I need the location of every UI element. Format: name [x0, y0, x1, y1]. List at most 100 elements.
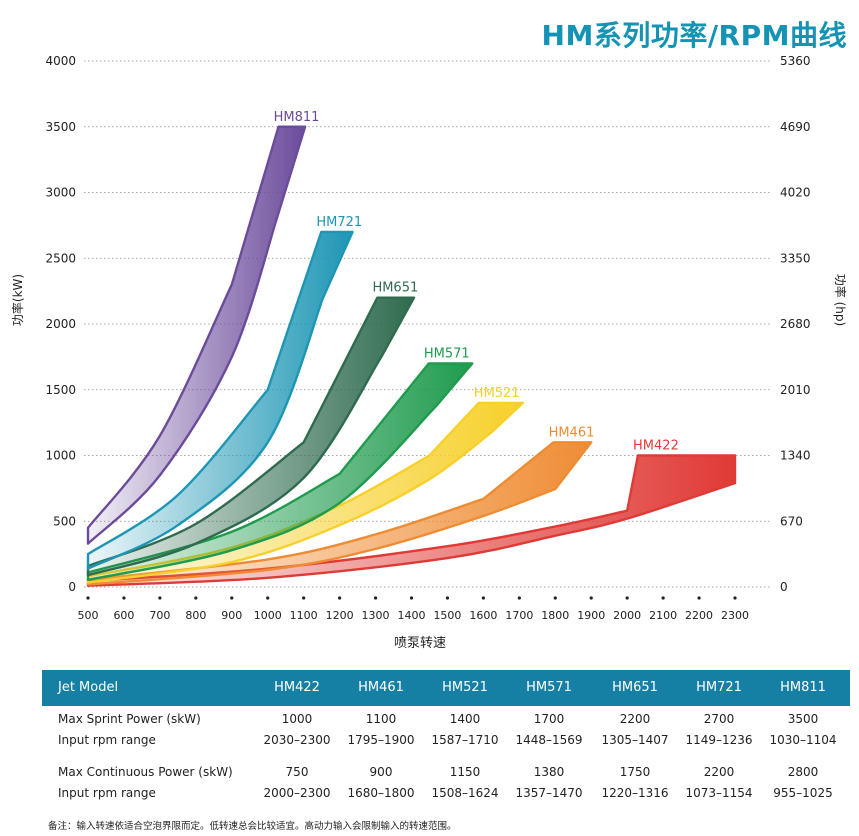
x-tick-dot	[517, 596, 521, 600]
band-hm811	[86, 125, 307, 545]
header-model: HM571	[526, 680, 572, 695]
y-tick-label-right: 0	[780, 580, 788, 594]
x-tick-label: 1400	[398, 609, 426, 622]
y-tick-label-left: 0	[68, 580, 76, 594]
x-tick-label: 1700	[505, 609, 533, 622]
x-tick-dot	[409, 596, 414, 600]
row-label: Input rpm range	[58, 786, 156, 800]
table-cell: 1680–1800	[347, 786, 415, 800]
table-cell: 1448–1569	[515, 733, 583, 747]
series-label: HM521	[474, 386, 520, 401]
series-label: HM721	[316, 215, 362, 230]
x-tick-label: 2300	[721, 609, 749, 622]
x-tick-label: 1100	[290, 609, 318, 622]
y-tick-label-left: 4000	[45, 54, 76, 68]
x-tick-dot	[194, 596, 198, 600]
header-jet-model: Jet Model	[58, 680, 119, 695]
header-model: HM521	[442, 680, 488, 695]
x-tick-label: 900	[221, 609, 242, 622]
footnote: 备注：输入转速依适合空泡界限而定。低转速总会比较适宜。高动力输入会限制输入的转速…	[48, 821, 457, 832]
row-label: Max Sprint Power (skW)	[58, 712, 201, 726]
table-cell: 750	[285, 765, 309, 779]
table-cell: 1750	[619, 765, 651, 779]
table-cell: 900	[369, 765, 393, 779]
row-label: Max Continuous Power (skW)	[58, 765, 233, 779]
band-hm651	[86, 296, 416, 577]
y-tick-label-right: 2010	[780, 383, 811, 397]
x-tick-dot	[733, 596, 737, 600]
table-cell: 1305–1407	[601, 733, 669, 747]
y-tick-label-right: 3350	[780, 251, 811, 265]
row-label: Input rpm range	[58, 733, 156, 747]
table-cell: 1587–1710	[431, 733, 499, 747]
band-hm422	[86, 454, 737, 587]
x-tick-label: 2100	[649, 609, 677, 622]
page-title: HM系列功率/RPM曲线	[541, 19, 847, 52]
x-tick-dot	[158, 596, 162, 600]
table-cell: 1100	[365, 712, 397, 726]
table-cell: 2200	[703, 765, 735, 779]
x-tick-dot	[230, 596, 234, 600]
x-tick-label: 700	[149, 609, 170, 622]
table-cell: 1150	[449, 765, 481, 779]
header-model: HM651	[612, 680, 658, 695]
band-hm461	[86, 441, 593, 586]
x-tick-label: 1800	[541, 609, 569, 622]
x-axis-label: 喷泵转速	[394, 636, 446, 651]
table-cell: 1508–1624	[431, 786, 499, 800]
x-tick-label: 2000	[613, 609, 641, 622]
x-tick-label: 1500	[433, 609, 461, 622]
y-tick-label-left: 2000	[45, 317, 76, 331]
y-tick-label-left: 1500	[45, 383, 76, 397]
table-cell: 1000	[281, 712, 313, 726]
x-tick-label: 1000	[254, 609, 282, 622]
spec-table-header: Jet Model HM422 HM461 HM521 HM571 HM651 …	[42, 670, 850, 706]
table-cell: 1380	[533, 765, 565, 779]
y-tick-label-left: 3500	[45, 120, 76, 134]
x-tick-dot	[697, 596, 701, 600]
x-tick-dot	[553, 596, 557, 600]
y-tick-label-right: 4020	[780, 186, 811, 200]
series-label: HM461	[549, 425, 595, 440]
x-tick-label: 1300	[362, 609, 390, 622]
table-cell: 1400	[449, 712, 481, 726]
table-cell: 1357–1470	[515, 786, 583, 800]
series-label: HM651	[372, 281, 418, 296]
y-tick-label-right: 5360	[780, 54, 811, 68]
table-cell: 2200	[619, 712, 651, 726]
x-tick-dot	[338, 596, 342, 600]
series-label: HM811	[274, 110, 320, 125]
x-tick-dot	[266, 596, 270, 600]
y-tick-label-right: 1340	[780, 449, 811, 463]
series-label: HM571	[424, 346, 470, 361]
x-tick-label: 1600	[469, 609, 497, 622]
x-tick-label: 500	[78, 609, 99, 622]
x-tick-dot	[445, 596, 450, 600]
header-model: HM422	[274, 680, 320, 695]
table-cell: 2000–2300	[263, 786, 331, 800]
y-axis-label-right: 功率 (hp)	[833, 274, 848, 326]
y-tick-label-right: 4690	[780, 120, 811, 134]
table-cell: 2030–2300	[263, 733, 331, 747]
table-cell: 2800	[787, 765, 819, 779]
x-tick-dot	[481, 596, 485, 600]
x-tick-label: 2200	[685, 609, 713, 622]
band-hm721	[86, 230, 354, 570]
table-cell: 1795–1900	[347, 733, 415, 747]
y-axis-label-left: 功率(kW)	[10, 274, 25, 326]
table-cell: 1700	[533, 712, 565, 726]
x-tick-dot	[625, 596, 629, 600]
table-cell: 3500	[787, 712, 819, 726]
x-tick-label: 800	[185, 609, 206, 622]
series-label: HM422	[633, 439, 679, 454]
band-hm571	[86, 362, 474, 581]
header-model: HM721	[696, 680, 742, 695]
table-cell: 1220–1316	[601, 786, 669, 800]
table-cell: 955–1025	[773, 786, 833, 800]
table-cell: 1149–1236	[685, 733, 753, 747]
x-tick-dot	[122, 596, 126, 600]
y-tick-label-left: 3000	[45, 186, 76, 200]
x-tick-dot	[86, 596, 90, 600]
power-rpm-chart: HM422 HM461 HM521 HM571 HM651 HM721 HM811 0 0 50…	[10, 54, 848, 651]
y-tick-label-left: 2500	[45, 251, 76, 265]
